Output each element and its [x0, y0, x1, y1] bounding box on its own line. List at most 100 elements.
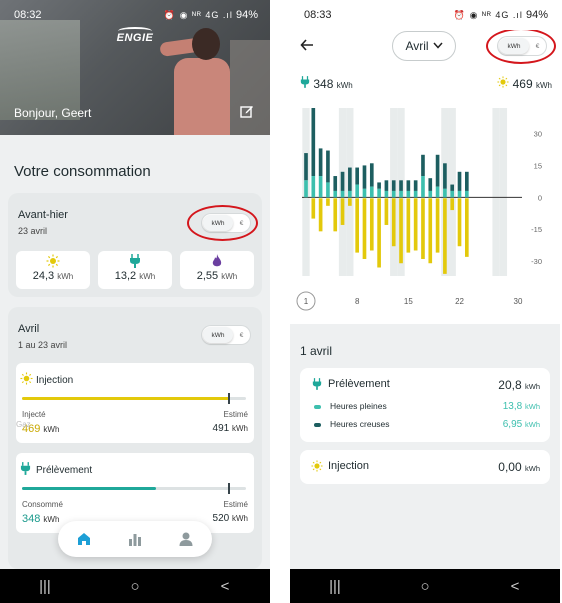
bar-peak: [304, 180, 308, 198]
estimate-value: 491: [212, 423, 230, 434]
unit: kWh: [232, 424, 248, 433]
bar-injection: [326, 198, 330, 206]
sun-icon: [497, 76, 509, 91]
edit-icon[interactable]: [240, 104, 254, 118]
bar-off-peak: [384, 180, 389, 191]
profile-icon[interactable]: [173, 526, 199, 552]
y-tick-label: 15: [534, 161, 542, 170]
card-range: 1 au 23 avril: [18, 340, 68, 350]
bar-off-peak: [333, 176, 338, 191]
bar-injection: [348, 198, 352, 206]
back-button[interactable]: <: [510, 577, 520, 595]
tile-injection: 24,3 kWh: [16, 251, 90, 289]
bar-off-peak: [340, 171, 345, 191]
day-detail-panel: 1 avril Prélèvement 20,8 kWh Heures plei…: [290, 324, 560, 569]
total-consumption-value: 348: [313, 77, 334, 91]
injected-label: Injecté: [22, 410, 46, 419]
unit: kWh: [536, 81, 552, 90]
bar-injection: [369, 198, 374, 251]
month-dropdown[interactable]: Avril: [392, 31, 456, 61]
bar-injection: [421, 198, 425, 259]
bar-injection: [435, 198, 440, 253]
highlight-circle: [187, 205, 258, 241]
bar-off-peak: [304, 153, 308, 181]
bar-peak: [384, 190, 389, 198]
home-button[interactable]: ○: [130, 577, 140, 595]
recent-apps-button[interactable]: |||: [329, 577, 341, 595]
injection-value: 0,00: [498, 460, 522, 474]
home-button[interactable]: ○: [420, 577, 430, 595]
prelevement-progress: [22, 483, 246, 494]
day-injection-card: Injection 0,00 kWh: [300, 450, 550, 484]
bar-off-peak: [348, 167, 352, 191]
hero-photo: [0, 0, 270, 135]
month-dropdown-value: Avril: [405, 39, 429, 53]
home-screen: 08:32 ⏰ ◉ ᴺᴿ 4G .ıl 94% ENGIE Bonjour, G…: [0, 0, 270, 603]
bar-peak: [340, 190, 345, 198]
bar-injection: [406, 198, 411, 253]
sun-icon: [20, 372, 33, 388]
tile-unit: kWh: [57, 272, 74, 281]
x-tick-label: 30: [514, 297, 523, 306]
toggle-euro[interactable]: €: [239, 331, 244, 339]
weekend-band: [492, 108, 500, 276]
back-arrow-icon[interactable]: [300, 38, 314, 57]
bar-off-peak: [391, 180, 396, 191]
status-icons: ⏰ ◉ ᴺᴿ 4G .ıl: [453, 10, 523, 20]
android-nav-bar: ||| ○ <: [0, 569, 270, 603]
bar-injection: [443, 198, 447, 274]
unit: kWh: [525, 420, 540, 429]
bar-injection: [311, 198, 316, 219]
injection-card[interactable]: Injection Injecté Estimé 469 kWh 491 kWh: [16, 363, 254, 443]
unit-toggle[interactable]: kWh €: [202, 326, 250, 344]
toggle-kwh[interactable]: kWh: [203, 327, 233, 343]
estimate-value: 520: [212, 513, 230, 524]
bar-off-peak: [318, 148, 323, 177]
bar-injection: [384, 198, 389, 225]
unit: kWh: [43, 515, 60, 524]
yesterday-card[interactable]: Avant-hier 23 avril kWh € 24,3 kWh 13,2 …: [8, 193, 262, 297]
card-title: Avril: [18, 323, 40, 335]
x-tick-label: 15: [404, 297, 413, 306]
greeting-text: Bonjour, Geert: [14, 106, 92, 120]
prelevement-card[interactable]: Prélèvement Consommé Estimé 348 kWh 520 …: [16, 453, 254, 533]
battery-level: 94%: [235, 9, 258, 21]
bar-off-peak: [406, 180, 411, 191]
bar-peak: [450, 190, 455, 198]
off-peak-hours-label: Heures creuses: [330, 419, 390, 429]
engie-logo-arc: [118, 27, 152, 35]
unit: kWh: [232, 514, 248, 523]
injection-progress: [22, 393, 246, 404]
estimate-label: Estimé: [223, 500, 248, 509]
tile-gas: 2,55 kWh: [180, 251, 254, 289]
bar-injection: [333, 198, 338, 232]
daily-energy-chart[interactable]: 30 15 0 -15 -30 1 8 15 22 30: [290, 100, 560, 322]
bar-off-peak: [465, 171, 469, 191]
total-injection-value: 469: [512, 77, 533, 91]
bar-peak: [406, 190, 411, 198]
unit: kWh: [525, 382, 540, 391]
bar-injection: [318, 198, 323, 232]
status-icons: ⏰ ◉ ᴺᴿ 4G .ıl: [163, 10, 233, 20]
bar-injection: [399, 198, 403, 264]
back-button[interactable]: <: [220, 577, 230, 595]
flame-icon: [180, 254, 254, 270]
bar-injection: [391, 198, 396, 247]
recent-apps-button[interactable]: |||: [39, 577, 51, 595]
home-icon[interactable]: [71, 526, 97, 552]
unit: kWh: [525, 464, 540, 473]
bar-peak: [326, 182, 330, 198]
chart-icon[interactable]: [122, 526, 148, 552]
engie-logo: ENGIE: [116, 32, 154, 44]
bar-injection: [340, 198, 345, 225]
bar-injection: [465, 198, 469, 257]
y-tick-label: -30: [531, 257, 542, 266]
card-title: Avant-hier: [18, 209, 68, 221]
consumed-label: Consommé: [22, 500, 63, 509]
bar-off-peak: [326, 150, 330, 183]
off-peak-hours-value: 6,95: [502, 419, 523, 430]
bar-peak: [465, 190, 469, 198]
prelevement-progress-fill: [22, 487, 157, 490]
injection-progress-fill: [22, 397, 231, 400]
bar-peak: [369, 186, 374, 198]
